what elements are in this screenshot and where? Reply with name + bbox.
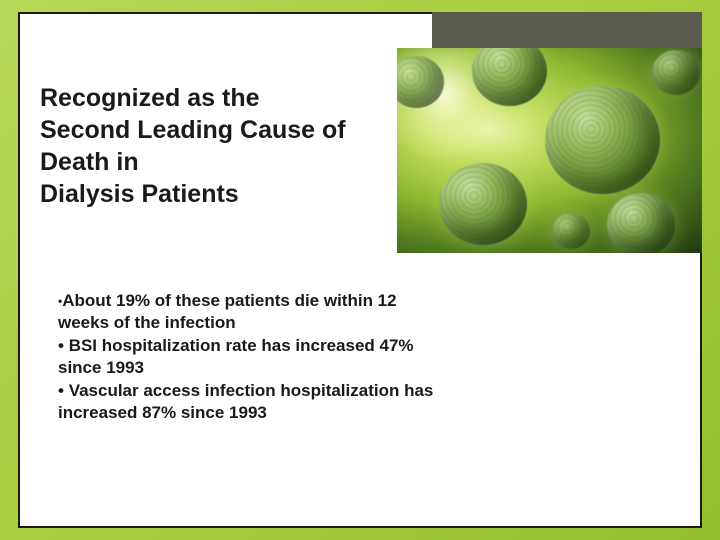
title-line: Second Leading Cause of bbox=[40, 116, 346, 144]
title-line: Dialysis Patients bbox=[40, 180, 239, 208]
bullet-text: Vascular access infection hospitalizatio… bbox=[69, 381, 434, 400]
title-line: Death in bbox=[40, 148, 139, 176]
cell-graphic bbox=[439, 163, 527, 245]
body-block: • About 19% of these patients die within … bbox=[58, 290, 563, 425]
bullet-item-cont: since 1993 bbox=[58, 357, 563, 379]
title-line: Recognized as the bbox=[40, 84, 260, 112]
bullet-item: •About 19% of these patients die within … bbox=[58, 290, 563, 312]
bullet-item-cont: increased 87% since 1993 bbox=[58, 402, 563, 424]
bullet-item-cont: weeks of the infection bbox=[58, 312, 563, 334]
cell-graphic bbox=[607, 193, 675, 253]
bullet-text: increased 87% since 1993 bbox=[58, 403, 267, 422]
hero-image bbox=[397, 48, 702, 253]
title-block: Recognized as the Second Leading Cause o… bbox=[40, 82, 410, 210]
cell-graphic bbox=[652, 50, 700, 95]
bullet-text: since 1993 bbox=[58, 358, 144, 377]
cell-graphic bbox=[545, 86, 660, 194]
bullet-text: BSI hospitalization rate has increased 4… bbox=[69, 336, 414, 355]
cell-graphic bbox=[472, 48, 547, 106]
bullet-dot-icon: • bbox=[58, 336, 69, 355]
bullet-item: • Vascular access infection hospitalizat… bbox=[58, 380, 563, 402]
bullet-text: About 19% of these patients die within 1… bbox=[62, 291, 396, 310]
bullet-dot-icon: • bbox=[58, 381, 69, 400]
cell-graphic bbox=[552, 213, 590, 249]
header-tab bbox=[432, 12, 702, 48]
bullet-text: weeks of the infection bbox=[58, 313, 236, 332]
bullet-item: • BSI hospitalization rate has increased… bbox=[58, 335, 563, 357]
slide-title: Recognized as the Second Leading Cause o… bbox=[40, 82, 410, 210]
